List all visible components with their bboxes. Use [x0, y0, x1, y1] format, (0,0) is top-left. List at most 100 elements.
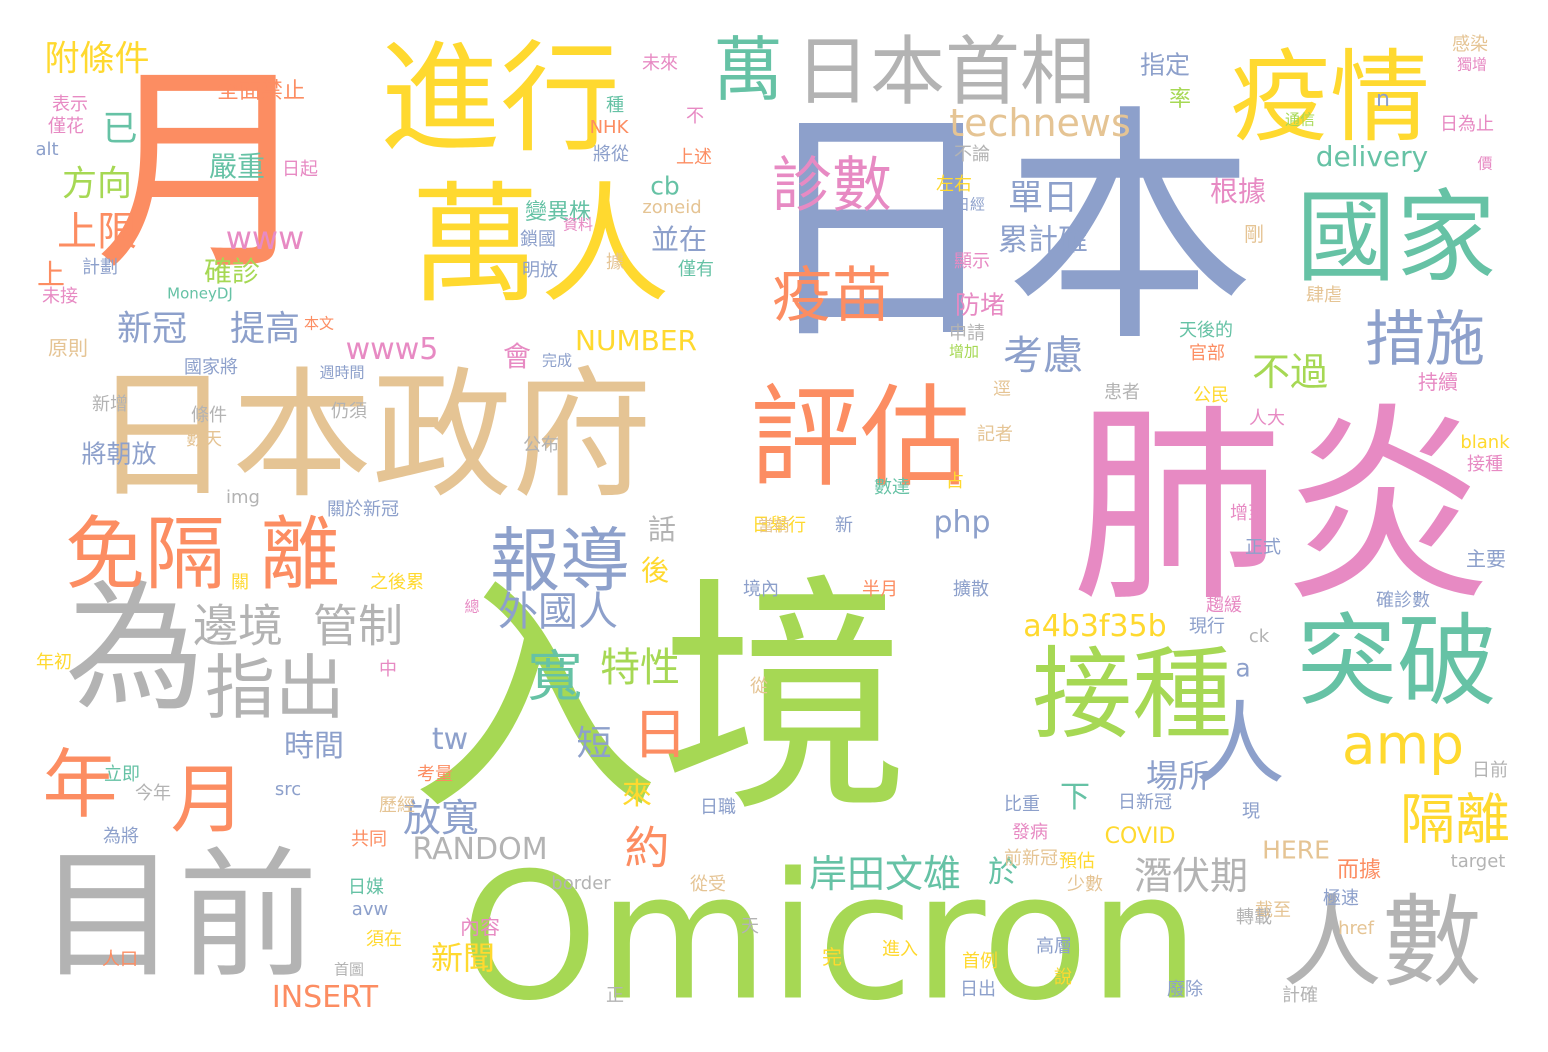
word-cloud-word: 日 [632, 702, 688, 767]
word-cloud-word: 隔離 [1399, 787, 1511, 852]
word-cloud-word: 從 [750, 676, 768, 697]
word-cloud-word: 價 [1477, 154, 1493, 173]
word-cloud-word: 疫情 [1230, 39, 1430, 156]
word-cloud-word: 日為止 [1440, 114, 1494, 135]
word-cloud-word: 歷經 [379, 795, 415, 816]
word-cloud-word: 種 [606, 95, 624, 116]
word-cloud-word: 人 [1195, 692, 1285, 797]
word-cloud-word: 新增 [92, 394, 128, 415]
word-cloud-word: 廢除 [1167, 979, 1203, 1000]
word-cloud-word: 為將 [103, 826, 139, 847]
word-cloud-word: 人口 [102, 949, 138, 970]
word-cloud-word: 已 [102, 109, 138, 150]
word-cloud-word: target [1450, 851, 1506, 872]
word-cloud-word: 新 [835, 515, 853, 536]
word-cloud-word: 率 [1168, 87, 1192, 112]
word-cloud-word: HERE [1262, 835, 1330, 865]
word-cloud-word: 診數 [772, 151, 892, 221]
word-cloud-word: 日本首相 [794, 27, 1096, 116]
word-cloud-word: 上述 [676, 147, 712, 168]
word-cloud-word: 明放 [522, 260, 558, 281]
word-cloud-word: 突破 [1297, 603, 1497, 720]
word-cloud-word: 考量 [417, 764, 453, 785]
word-cloud-word: 年 [42, 740, 118, 829]
word-cloud-word: 截至 [1255, 900, 1291, 921]
word-cloud-word: 特性 [600, 645, 680, 691]
word-cloud-word: blank [1460, 432, 1510, 453]
word-cloud-word: 通信 [1284, 110, 1316, 129]
word-cloud-word: 極速 [1323, 888, 1359, 909]
word-cloud-word: 新冠 [116, 309, 188, 350]
word-cloud-word: 年初 [36, 652, 72, 673]
word-cloud-word: technews [949, 101, 1131, 145]
word-cloud-word: border [551, 873, 611, 894]
word-cloud-word: 鎖國 [520, 229, 556, 250]
word-cloud-word: 約 [624, 821, 670, 875]
word-cloud-word: cb [650, 171, 680, 201]
word-cloud-word: 嚴重 [208, 150, 266, 183]
word-cloud-word: 考慮 [1003, 333, 1083, 379]
word-cloud-word: NHK [589, 117, 629, 138]
word-cloud-word: 計確 [1282, 985, 1318, 1006]
word-cloud-word: 日本政府 [91, 355, 653, 518]
word-cloud-word: 預估 [1059, 851, 1095, 872]
word-cloud-word: 原則 [48, 336, 88, 360]
word-cloud-word: 接種 [1032, 636, 1232, 753]
word-cloud-word: 仍須 [331, 401, 367, 422]
word-cloud-word: 據 [606, 252, 624, 273]
word-cloud-word: 增加 [948, 342, 980, 361]
word-cloud-word: 邊境 [192, 599, 284, 653]
word-cloud-word: 首圖 [333, 960, 365, 979]
word-cloud-word: 之後累 [370, 572, 424, 593]
word-cloud-word: 獨增 [1456, 55, 1488, 74]
word-cloud-word: 報導 [490, 520, 630, 602]
word-cloud-word: 日經 [954, 195, 986, 214]
word-cloud-word: 正 [606, 985, 624, 1006]
word-cloud-word: 患者 [1104, 382, 1140, 403]
word-cloud-word: n [1376, 87, 1390, 112]
word-cloud-word: 肺炎 [1071, 385, 1493, 630]
word-cloud-word: 逕 [993, 379, 1011, 400]
word-cloud-word: 時間 [284, 729, 344, 764]
word-cloud-word: 接種 [1467, 454, 1503, 475]
word-cloud-word: 日本 [755, 84, 1255, 375]
word-cloud-word: 進行 [380, 30, 620, 169]
word-cloud-word: 官部 [1189, 343, 1225, 364]
word-cloud-word: 中 [379, 659, 397, 680]
word-cloud-word: 完 [822, 945, 842, 969]
word-cloud-word: 擴散 [953, 579, 989, 600]
word-cloud-word: 單日 [1007, 178, 1079, 219]
word-cloud-word: 管制 [312, 599, 404, 653]
word-cloud-word: www [225, 219, 305, 257]
word-cloud-word: MoneyDJ [167, 284, 233, 303]
word-cloud-word: 入境 [410, 554, 910, 845]
word-cloud-word: 會 [502, 340, 532, 373]
word-cloud-word: 占 [946, 471, 964, 492]
word-cloud-word: 未接 [42, 286, 78, 307]
word-cloud-word: 上限 [57, 209, 137, 255]
word-cloud-word: 首例 [962, 951, 998, 972]
word-cloud-word: 僅有 [678, 259, 714, 280]
word-cloud-word: src [274, 779, 302, 800]
word-cloud-word: 日起 [282, 159, 318, 180]
word-cloud-word: 數天 [186, 429, 222, 450]
word-cloud-word: 不過 [1251, 350, 1329, 394]
word-cloud-word: 評估 [750, 374, 970, 502]
word-cloud-word: 疫苗 [772, 261, 892, 331]
word-cloud-word: 全面禁止 [216, 79, 306, 104]
word-cloud-word: 資料 [562, 215, 594, 234]
word-cloud-word: 離 [260, 508, 340, 601]
word-cloud-word: 確診 [203, 255, 261, 288]
word-cloud-word: 增至 [1230, 503, 1266, 524]
word-cloud-word: 發病 [1012, 822, 1048, 843]
word-cloud-word: 後 [640, 554, 670, 587]
word-cloud-word: 指出 [205, 647, 345, 729]
word-cloud-word: 短 [576, 724, 612, 765]
word-cloud-word: 從受 [690, 874, 726, 895]
word-cloud-word: alt [35, 139, 59, 160]
word-cloud-word: 未來 [642, 53, 678, 74]
word-cloud-word: 上 [36, 258, 66, 291]
word-cloud-word: 條件 [191, 405, 227, 426]
word-cloud-word: 場所 [1145, 757, 1211, 795]
word-cloud-word: 主要 [1466, 547, 1506, 571]
